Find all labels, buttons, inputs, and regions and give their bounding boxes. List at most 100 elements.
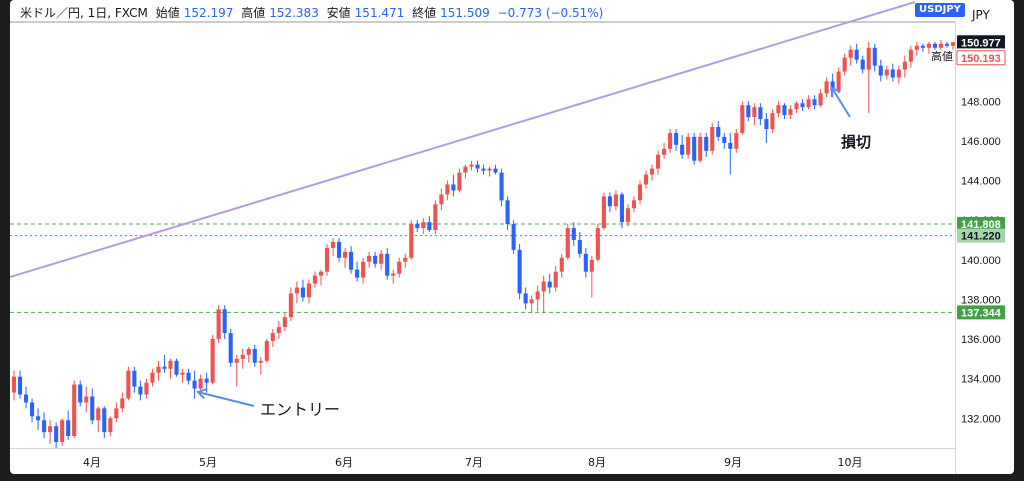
candle-body	[481, 168, 486, 171]
candle-body	[487, 168, 492, 171]
candlestick-chart[interactable]: 132.000134.000136.000138.000140.000142.0…	[10, 0, 1014, 474]
candle-body	[782, 105, 787, 116]
candle-body	[427, 222, 432, 231]
candle-body	[932, 43, 937, 48]
close-value: 151.509	[440, 6, 490, 20]
candle-body	[240, 354, 245, 359]
candle-body	[367, 255, 372, 262]
candle-body	[66, 420, 71, 437]
candle-body	[349, 251, 354, 270]
open-value: 152.197	[183, 6, 234, 20]
candle-body	[192, 380, 197, 389]
candle-body	[866, 47, 871, 70]
candle-body	[54, 426, 59, 443]
candle-body	[403, 257, 408, 262]
candle-body	[902, 61, 907, 70]
candle-body	[493, 168, 498, 173]
candle-body	[330, 241, 336, 248]
candle-body	[397, 261, 402, 274]
candle-body	[156, 366, 161, 373]
candle-body	[415, 224, 420, 229]
candle-body	[379, 253, 384, 264]
y-tick-label: 136.000	[961, 334, 1001, 346]
candle-body	[794, 103, 799, 110]
price-label: 141.808	[961, 219, 1001, 231]
candle-body	[625, 208, 631, 223]
x-tick-label: 8月	[588, 456, 606, 469]
candle-body	[324, 247, 330, 272]
candle-body	[144, 382, 149, 395]
y-tick-label: 148.000	[961, 96, 1001, 108]
candle-body	[812, 99, 817, 106]
y-tick-label: 132.000	[961, 413, 1001, 425]
candle-body	[228, 333, 233, 363]
symbol-badge: USDJPY	[915, 3, 965, 17]
x-tick-label: 10月	[838, 456, 863, 469]
candle-body	[896, 69, 901, 78]
candle-body	[710, 127, 715, 151]
candle-body	[830, 81, 835, 92]
candle-body	[535, 291, 540, 300]
candle-body	[649, 168, 655, 175]
candle-body	[17, 376, 23, 395]
candle-body	[108, 418, 113, 433]
low-value: 151.471	[354, 6, 405, 20]
candle-body	[90, 396, 95, 421]
candle-body	[716, 127, 721, 137]
candle-body	[132, 370, 137, 387]
candle-body	[565, 228, 570, 258]
candle-body	[631, 200, 637, 209]
price-label: 150.977	[961, 37, 1001, 49]
candle-body	[752, 107, 757, 118]
candle-body	[138, 386, 143, 395]
candle-body	[734, 132, 739, 149]
candle-body	[126, 370, 131, 399]
candle-body	[776, 105, 781, 114]
candle-body	[920, 45, 925, 48]
stop-loss-label: 損切	[841, 133, 871, 151]
symbol-text: 米ドル／円, 1日, FXCM	[20, 6, 148, 20]
candle-body	[938, 43, 944, 48]
candle-body	[42, 420, 47, 433]
candle-body	[282, 317, 287, 328]
candle-body	[264, 341, 269, 361]
y-tick-label: 138.000	[961, 294, 1001, 306]
candle-body	[11, 376, 17, 393]
candle-body	[926, 43, 931, 48]
x-tick-label: 6月	[335, 456, 353, 469]
candle-body	[234, 358, 239, 363]
entry-arrow-head	[196, 388, 207, 400]
candle-body	[499, 172, 504, 201]
candle-body	[674, 132, 679, 145]
candle-body	[78, 384, 83, 403]
candle-body	[577, 239, 582, 254]
candle-body	[30, 402, 35, 417]
candle-body	[704, 136, 709, 151]
candle-body	[409, 224, 414, 258]
price-label: 150.193	[961, 53, 1001, 65]
candle-body	[276, 327, 281, 334]
candle-body	[872, 47, 877, 66]
trendline	[10, 1, 916, 278]
candle-body	[252, 348, 257, 363]
price-label-bg	[957, 35, 1005, 50]
candle-body	[385, 253, 390, 276]
candle-body	[150, 372, 155, 383]
x-tick-label: 7月	[465, 456, 483, 469]
candle-body	[391, 273, 396, 276]
candle-body	[258, 360, 263, 363]
price-label-bg	[956, 50, 1006, 66]
candle-body	[355, 269, 360, 278]
candle-body	[162, 366, 167, 369]
candle-body	[523, 293, 528, 304]
candle-body	[270, 333, 275, 342]
y-tick-label: 146.000	[961, 136, 1001, 148]
high-marker-label: 高値	[931, 49, 953, 63]
candle-body	[373, 255, 378, 264]
candle-body	[686, 136, 691, 155]
candle-body	[475, 164, 480, 169]
candle-body	[770, 113, 775, 129]
price-label: 141.220	[961, 231, 1001, 243]
candle-body	[433, 204, 438, 231]
candle-body	[680, 144, 685, 155]
